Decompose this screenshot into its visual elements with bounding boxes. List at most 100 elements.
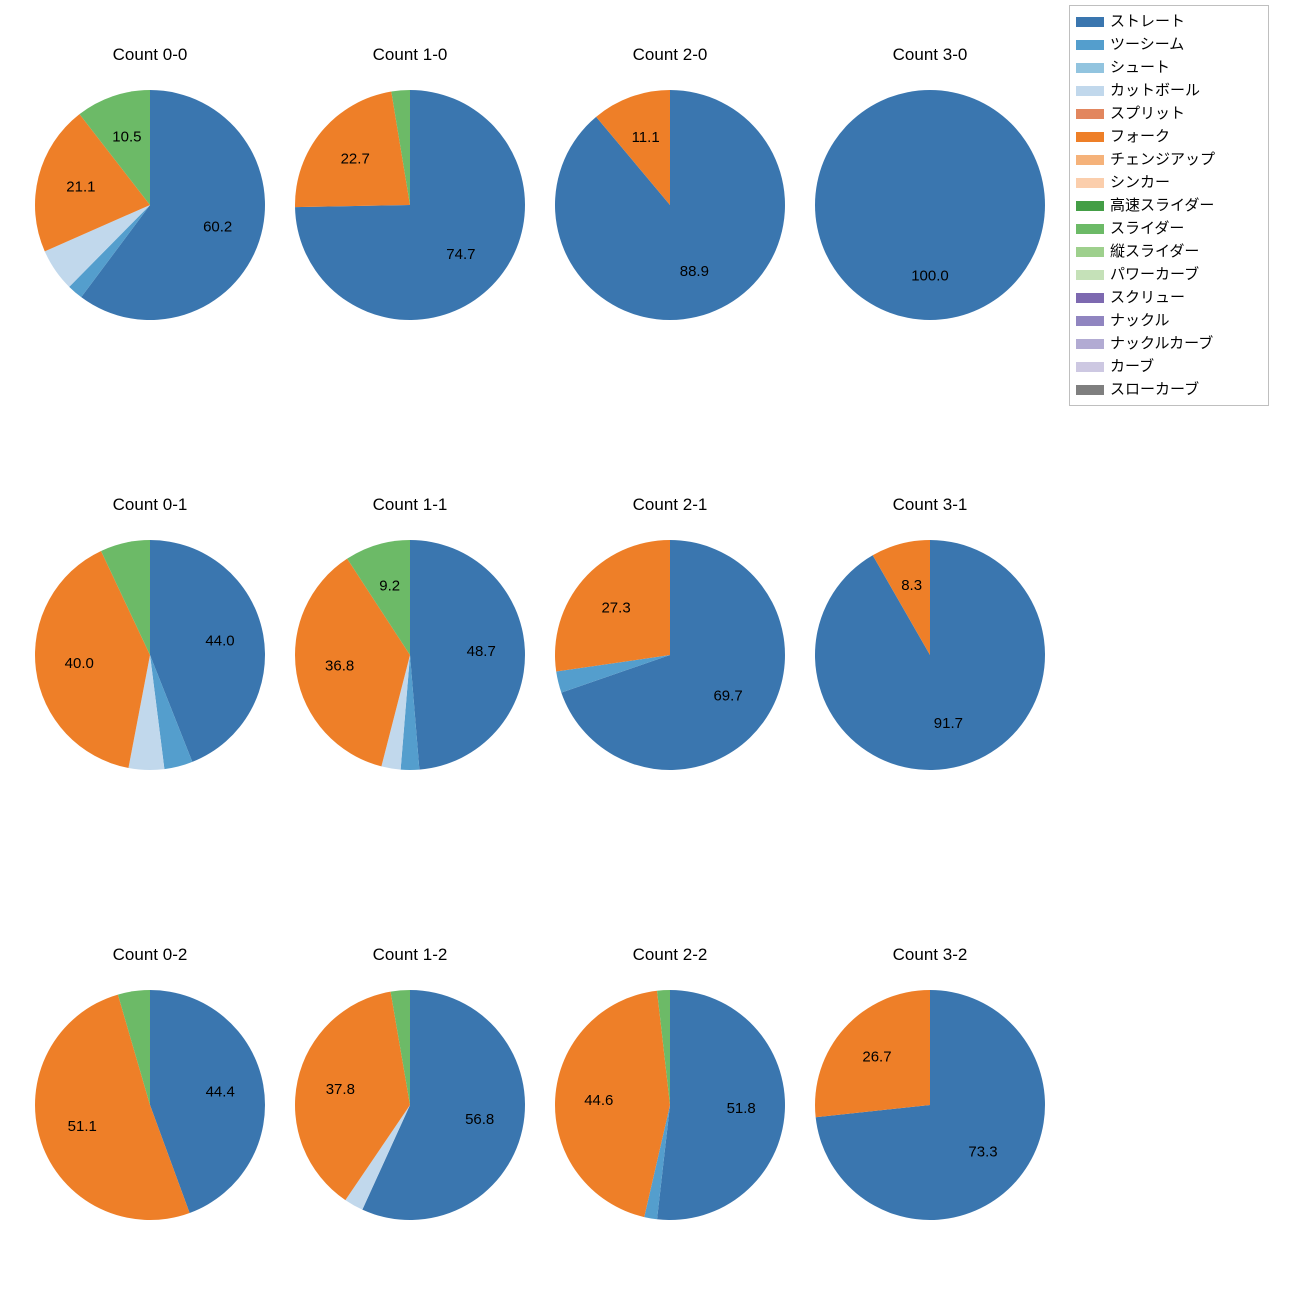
pie-panel: Count 2-088.911.1 (540, 60, 800, 410)
pie-slice (295, 92, 410, 208)
panel-title: Count 3-0 (800, 45, 1060, 65)
pie-panel: Count 1-074.722.7 (280, 60, 540, 410)
legend-item: ツーシーム (1076, 33, 1262, 56)
legend-item: フォーク (1076, 125, 1262, 148)
panel-title: Count 1-1 (280, 495, 540, 515)
legend-swatch (1076, 224, 1104, 234)
legend-item: カットボール (1076, 79, 1262, 102)
legend-label: チェンジアップ (1110, 152, 1215, 167)
pie-slice-label: 9.2 (379, 578, 400, 595)
panel-title: Count 3-2 (800, 945, 1060, 965)
legend-item: ナックルカーブ (1076, 332, 1262, 355)
legend-item: パワーカーブ (1076, 263, 1262, 286)
pie-panel: Count 1-256.837.8 (280, 960, 540, 1310)
pie-chart: 88.911.1 (540, 60, 800, 410)
pie-panel: Count 2-169.727.3 (540, 510, 800, 860)
legend-swatch (1076, 316, 1104, 326)
panel-title: Count 2-0 (540, 45, 800, 65)
pie-chart: 91.7 8.3 (800, 510, 1060, 860)
legend-label: 高速スライダー (1110, 198, 1214, 213)
pie-chart: 56.8 37.8 (280, 960, 540, 1310)
legend-label: フォーク (1110, 129, 1170, 144)
pie-slice-label: 100.0 (911, 267, 949, 284)
panel-title: Count 1-0 (280, 45, 540, 65)
pie-panel: Count 0-244.451.1 (20, 960, 280, 1310)
pie-chart: 44.040.0 (20, 510, 280, 860)
legend-item: カーブ (1076, 355, 1262, 378)
legend-swatch (1076, 201, 1104, 211)
legend-swatch (1076, 155, 1104, 165)
legend-swatch (1076, 86, 1104, 96)
legend-label: ナックルカーブ (1110, 336, 1213, 351)
pie-slice-label: 44.0 (205, 633, 234, 650)
pie-slice (815, 90, 1045, 320)
pie-slice-label: 8.3 (901, 577, 922, 594)
panel-title: Count 3-1 (800, 495, 1060, 515)
pie-slice-label: 48.7 (467, 643, 496, 660)
legend-swatch (1076, 132, 1104, 142)
legend-label: ストレート (1110, 14, 1185, 29)
legend-item: スプリット (1076, 102, 1262, 125)
pie-slice-label: 74.7 (446, 246, 475, 263)
pie-slice-label: 10.5 (112, 129, 141, 146)
legend-swatch (1076, 109, 1104, 119)
pie-slice-label: 37.8 (326, 1081, 355, 1098)
legend-swatch (1076, 40, 1104, 50)
legend-item: ナックル (1076, 309, 1262, 332)
pie-slice-label: 56.8 (465, 1111, 494, 1128)
pie-slice-label: 60.2 (203, 218, 232, 235)
legend-swatch (1076, 247, 1104, 257)
legend-swatch (1076, 362, 1104, 372)
pie-panel: Count 3-191.78.3 (800, 510, 1060, 860)
panel-title: Count 0-2 (20, 945, 280, 965)
legend-label: ナックル (1110, 313, 1170, 328)
panel-title: Count 0-0 (20, 45, 280, 65)
pie-chart: 100.0 (800, 60, 1060, 410)
legend-item: スクリュー (1076, 286, 1262, 309)
pie-panel: Count 1-148.736.89.2 (280, 510, 540, 860)
panel-title: Count 1-2 (280, 945, 540, 965)
pie-chart: 51.8 44.6 (540, 960, 800, 1310)
pie-slice-label: 26.7 (862, 1048, 891, 1065)
legend-label: シュート (1110, 60, 1170, 75)
panel-title: Count 2-1 (540, 495, 800, 515)
legend-item: 縦スライダー (1076, 240, 1262, 263)
pie-slice-label: 51.8 (727, 1100, 756, 1117)
pie-panel: Count 0-060.221.110.5 (20, 60, 280, 410)
legend-label: スプリット (1110, 106, 1185, 121)
pie-chart: 48.7 36.8 9.2 (280, 510, 540, 860)
pie-slice-label: 11.1 (632, 129, 660, 146)
legend-label: カットボール (1110, 83, 1200, 98)
legend-label: 縦スライダー (1110, 244, 1199, 259)
pie-slice-label: 27.3 (601, 599, 630, 616)
legend-swatch (1076, 178, 1104, 188)
legend-item: ストレート (1076, 10, 1262, 33)
pie-slice-label: 44.6 (584, 1092, 613, 1109)
legend-item: スローカーブ (1076, 378, 1262, 401)
pie-slice-label: 91.7 (934, 715, 963, 732)
legend-swatch (1076, 339, 1104, 349)
panel-title: Count 2-2 (540, 945, 800, 965)
legend-item: 高速スライダー (1076, 194, 1262, 217)
pie-slice-label: 73.3 (968, 1144, 997, 1161)
legend-swatch (1076, 63, 1104, 73)
legend-swatch (1076, 385, 1104, 395)
pie-slice-label: 44.4 (206, 1083, 235, 1100)
legend-item: シュート (1076, 56, 1262, 79)
pie-slice-label: 51.1 (68, 1118, 97, 1135)
legend-swatch (1076, 270, 1104, 280)
legend-label: スライダー (1110, 221, 1184, 236)
legend-item: スライダー (1076, 217, 1262, 240)
pie-panel: Count 0-144.040.0 (20, 510, 280, 860)
pie-panel: Count 2-251.844.6 (540, 960, 800, 1310)
pie-slice-label: 21.1 (66, 178, 95, 195)
legend-label: カーブ (1110, 359, 1154, 374)
legend-item: チェンジアップ (1076, 148, 1262, 171)
legend-swatch (1076, 293, 1104, 303)
pie-slice-label: 69.7 (713, 687, 742, 704)
pie-chart: 44.4 51.1 (20, 960, 280, 1310)
legend-label: スクリュー (1110, 290, 1185, 305)
pie-slice-label: 36.8 (325, 658, 354, 675)
pie-chart: 74.722.7 (280, 60, 540, 410)
pie-chart: 73.3 26.7 (800, 960, 1060, 1310)
